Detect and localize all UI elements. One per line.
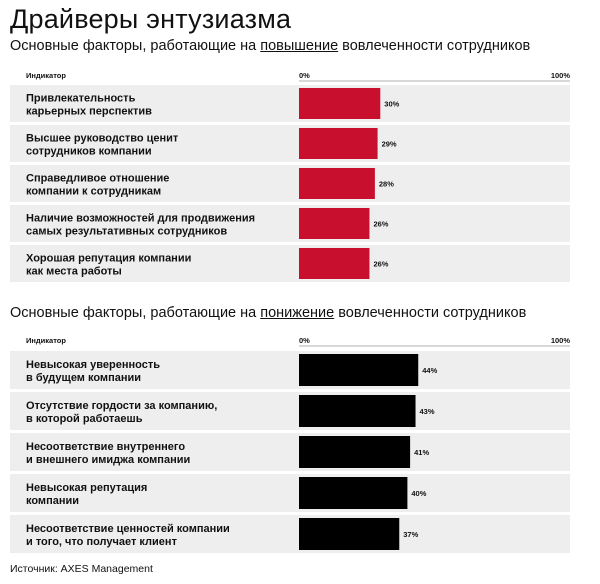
subtitle-text-after: вовлеченности сотрудников — [338, 38, 531, 54]
category-label: карьерных перспектив — [26, 106, 152, 118]
value-label: 26% — [373, 220, 388, 229]
bar — [299, 88, 381, 119]
page-title: Драйверы энтузиазма — [10, 4, 292, 34]
value-label: 41% — [414, 448, 429, 457]
section-1-subtitle: Основные факторы, работающие на повышени… — [10, 38, 530, 54]
value-label: 28% — [379, 180, 394, 189]
row-band — [10, 245, 570, 282]
value-label: 37% — [403, 530, 418, 539]
category-label: компании к сотрудникам — [26, 186, 161, 198]
row-band — [10, 125, 570, 162]
chart-panel-decrease: Индикатор 0% 100% Невысокая уверенность в бу… — [10, 331, 585, 557]
category-label: Хорошая репутация компании — [26, 253, 191, 265]
chart-increase: Индикатор 0% 100% Привлекательностькарьерны… — [10, 71, 571, 282]
category-label: самых результативных сотрудников — [26, 226, 227, 238]
value-label: 40% — [411, 489, 426, 498]
bar — [299, 248, 370, 279]
category-label: в которой работаешь — [26, 413, 143, 425]
bar — [299, 395, 416, 427]
axis-max-label: 100% — [551, 336, 571, 345]
subtitle-text-before: Основные факторы, работающие на — [10, 38, 261, 54]
axis-min-label: 0% — [299, 336, 310, 345]
category-label: Невысокая уверенность — [26, 359, 160, 371]
category-label: и внешнего имиджа компании — [26, 454, 190, 466]
category-label: сотрудников компании — [26, 146, 152, 158]
value-label: 30% — [384, 100, 399, 109]
value-label: 44% — [422, 366, 437, 375]
value-label: 26% — [373, 260, 388, 269]
category-label: в будущем компании — [26, 372, 141, 384]
category-label: Невысокая репутация — [26, 482, 147, 494]
row-band — [10, 351, 570, 389]
chart-row: Наличие возможностей для продвижениясамы… — [10, 205, 570, 242]
value-label: 29% — [382, 140, 397, 149]
category-label: Отсутствие гордости за компанию, — [26, 400, 217, 412]
subtitle-text-after: вовлеченности сотрудников — [334, 305, 527, 321]
axis-max-label: 100% — [551, 71, 571, 80]
bar — [299, 354, 419, 386]
category-label: Наличие возможностей для продвижения — [26, 213, 255, 225]
row-band — [10, 515, 570, 553]
category-label: Высшее руководство ценит — [26, 133, 179, 145]
category-label: и того, что получает клиент — [26, 536, 178, 548]
row-band — [10, 474, 570, 512]
row-band — [10, 433, 570, 471]
value-label: 43% — [420, 407, 435, 416]
row-band — [10, 165, 570, 202]
bar — [299, 168, 375, 199]
bar — [299, 477, 408, 509]
subtitle-text-before: Основные факторы, работающие на — [10, 305, 261, 321]
category-label: как места работы — [26, 266, 122, 278]
chart-row: Отсутствие гордости за компанию,в которо… — [10, 392, 570, 430]
bar — [299, 128, 378, 159]
section-2-subtitle: Основные факторы, работающие на понижени… — [10, 305, 526, 321]
axis-min-label: 0% — [299, 71, 310, 80]
bar — [299, 518, 400, 550]
category-label: Справедливое отношение — [26, 173, 169, 185]
bar — [299, 208, 370, 239]
column-header: Индикатор — [26, 336, 66, 345]
subtitle-emphasis: понижение — [260, 305, 335, 321]
subtitle-emphasis: повышение — [260, 38, 339, 54]
category-label: Несоответствие внутреннего — [26, 441, 185, 453]
row-band — [10, 392, 570, 430]
source-note: Источник: AXES Management — [10, 563, 153, 575]
row-band — [10, 205, 570, 242]
category-label: компании — [26, 495, 79, 507]
category-label: Привлекательность — [26, 93, 136, 105]
column-header: Индикатор — [26, 71, 66, 80]
row-band — [10, 85, 570, 122]
chart-panel-increase: Индикатор 0% 100% Привлекательность карьерны… — [10, 66, 585, 286]
bar — [299, 436, 411, 468]
category-label: Несоответствие ценностей компании — [26, 523, 230, 535]
